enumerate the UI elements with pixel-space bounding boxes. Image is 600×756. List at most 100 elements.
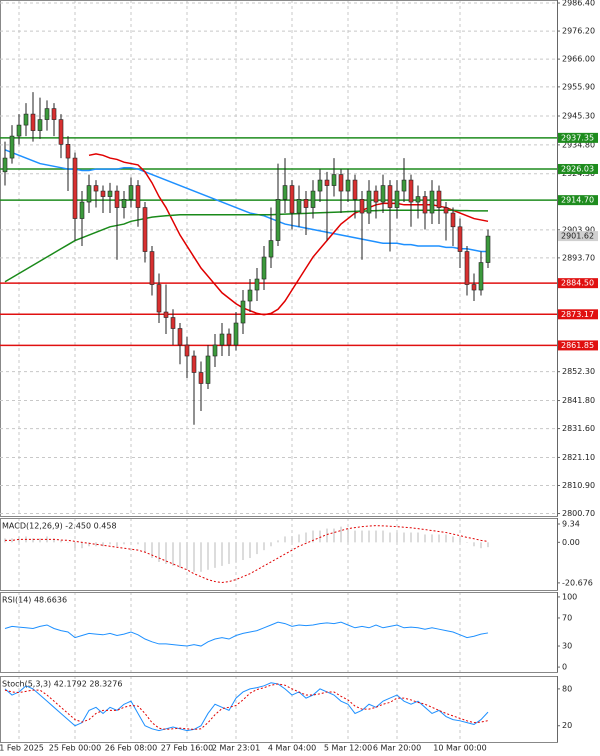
y-tick-label: 2893.70 bbox=[562, 253, 595, 262]
candle-body bbox=[205, 355, 211, 384]
y-tick-label: 2955.90 bbox=[562, 82, 595, 91]
x-tick-label: 26 Feb 08:00 bbox=[105, 744, 157, 753]
histogram-bar bbox=[375, 530, 377, 543]
candle-body bbox=[65, 144, 71, 159]
candle-body bbox=[450, 212, 456, 228]
histogram-bar bbox=[214, 542, 216, 568]
x-tick-label: 10 Mar 00:00 bbox=[433, 744, 486, 753]
candle-body bbox=[240, 300, 246, 324]
histogram-bar bbox=[81, 542, 83, 549]
histogram-bar bbox=[137, 542, 139, 545]
candle-body bbox=[233, 322, 239, 346]
histogram-bar bbox=[123, 542, 125, 545]
candle-body bbox=[373, 190, 379, 203]
x-tick-label: 6 Mar 20:00 bbox=[373, 744, 421, 753]
candle-body bbox=[121, 199, 127, 208]
histogram-bar bbox=[165, 542, 167, 564]
y-tick-label: 2986.40 bbox=[562, 0, 595, 8]
histogram-bar bbox=[249, 542, 251, 559]
candle-body bbox=[128, 185, 134, 200]
y-tick-label: 0.00 bbox=[562, 538, 580, 547]
candle-body bbox=[464, 251, 470, 285]
candle-body bbox=[352, 179, 358, 200]
histogram-bar bbox=[46, 536, 48, 543]
candle-body bbox=[23, 113, 29, 126]
histogram-bar bbox=[424, 534, 426, 543]
panel-frame bbox=[0, 0, 558, 517]
histogram-bar bbox=[186, 542, 188, 570]
histogram-bar bbox=[74, 542, 76, 549]
candle-body bbox=[401, 179, 407, 192]
histogram-bar bbox=[298, 534, 300, 543]
y-tick-label: 20 bbox=[562, 721, 572, 730]
y-tick-label: 0 bbox=[562, 663, 567, 672]
histogram-bar bbox=[368, 530, 370, 543]
y-tick-label: 9.34 bbox=[562, 520, 580, 529]
candle-body bbox=[163, 311, 169, 318]
panel-title: MACD(12,26,9) -2.450 0.458 bbox=[2, 522, 117, 531]
histogram-bar bbox=[319, 530, 321, 543]
x-tick-label: 4 Mar 04:00 bbox=[268, 744, 316, 753]
histogram-bar bbox=[347, 528, 349, 543]
x-tick-label: 21 Feb 2025 bbox=[0, 744, 44, 753]
histogram-bar bbox=[396, 532, 398, 543]
y-tick-label: 2821.10 bbox=[562, 453, 595, 462]
x-tick-label: 25 Feb 00:00 bbox=[49, 744, 101, 753]
y-tick-label: 2831.60 bbox=[562, 424, 595, 433]
histogram-bar bbox=[11, 538, 13, 543]
level-label: 2861.85 bbox=[561, 341, 594, 350]
moving-average bbox=[88, 153, 489, 316]
histogram-bar bbox=[256, 542, 258, 555]
candle-body bbox=[261, 256, 267, 280]
y-tick-label: 2945.30 bbox=[562, 112, 595, 121]
histogram-bar bbox=[459, 538, 461, 543]
candle-body bbox=[380, 185, 386, 203]
histogram-bar bbox=[487, 542, 489, 548]
histogram-bar bbox=[361, 530, 363, 543]
candle-body bbox=[282, 185, 288, 200]
histogram-bar bbox=[403, 532, 405, 543]
histogram-bar bbox=[312, 530, 314, 543]
histogram-bar bbox=[221, 542, 223, 566]
candle-body bbox=[107, 190, 113, 197]
candle-body bbox=[254, 278, 260, 291]
histogram-bar bbox=[200, 542, 202, 572]
x-tick-label: 2 Mar 23:01 bbox=[212, 744, 260, 753]
candle-body bbox=[170, 317, 176, 329]
candle-body bbox=[415, 196, 421, 203]
y-tick-label: 2852.30 bbox=[562, 367, 595, 376]
candle-body bbox=[58, 119, 64, 145]
y-tick-label: 2841.80 bbox=[562, 396, 595, 405]
histogram-bar bbox=[32, 538, 34, 543]
level-label: 2914.70 bbox=[561, 196, 594, 205]
histogram-bar bbox=[445, 534, 447, 543]
candle-body bbox=[443, 207, 449, 214]
histogram-bar bbox=[228, 542, 230, 564]
indicator-line bbox=[4, 682, 489, 732]
candle-body bbox=[338, 174, 344, 192]
histogram-bar bbox=[18, 536, 20, 543]
histogram-bar bbox=[291, 536, 293, 543]
candle-body bbox=[30, 113, 36, 131]
moving-average bbox=[4, 149, 488, 253]
candle-body bbox=[86, 185, 92, 203]
candle-body bbox=[198, 372, 204, 384]
candle-body bbox=[345, 179, 351, 192]
histogram-bar bbox=[382, 530, 384, 543]
level-tag bbox=[558, 340, 598, 351]
price-tag bbox=[558, 231, 598, 242]
panel-frame bbox=[0, 592, 558, 673]
panel-title: Stoch(5,3,3) 42.1792 28.3276 bbox=[2, 680, 122, 689]
candle-body bbox=[9, 135, 15, 159]
y-tick-label: 100 bbox=[562, 592, 577, 601]
y-tick-label: 2976.20 bbox=[562, 27, 595, 36]
histogram-bar bbox=[172, 542, 174, 566]
price-tag-label: 2901.62 bbox=[561, 232, 594, 241]
histogram-bar bbox=[235, 542, 237, 562]
histogram-bar bbox=[417, 532, 419, 543]
histogram-bar bbox=[326, 528, 328, 543]
y-tick-label: 70 bbox=[562, 613, 572, 622]
level-tag bbox=[558, 195, 598, 206]
